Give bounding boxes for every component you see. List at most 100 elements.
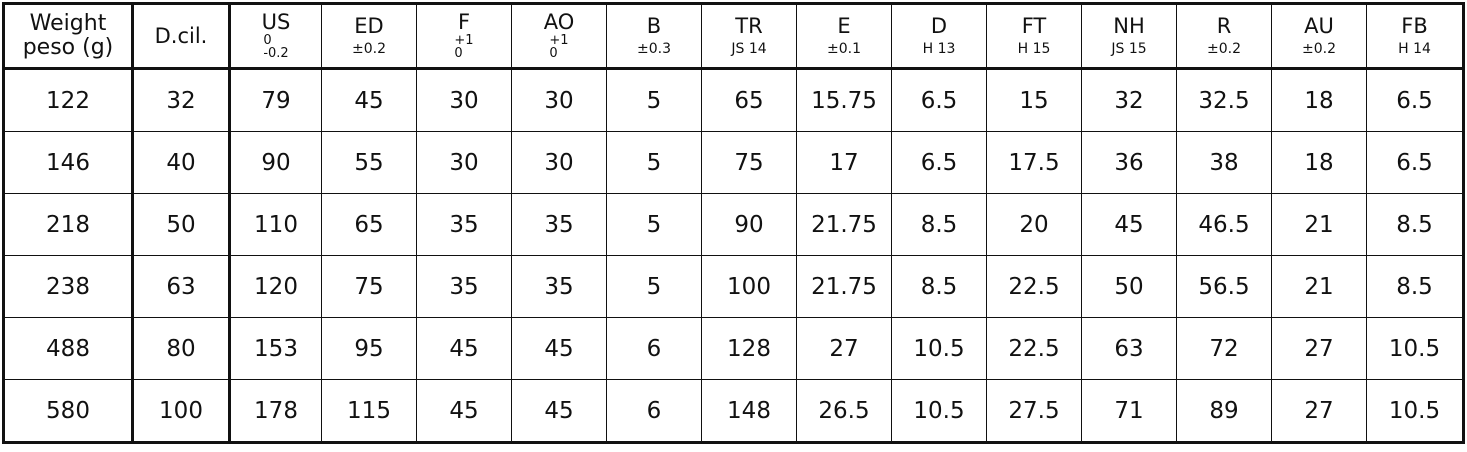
table-cell: 8.5 bbox=[1366, 255, 1464, 318]
tolerance-stack: 0 -0.2 bbox=[263, 34, 288, 60]
table-cell: 26.5 bbox=[796, 379, 892, 443]
table-cell: 50 bbox=[1081, 255, 1177, 318]
table-cell: 27 bbox=[1271, 317, 1367, 380]
table-cell: 120 bbox=[229, 255, 322, 318]
table-cell: 45 bbox=[416, 379, 512, 443]
column-name-sub: peso (g) bbox=[22, 35, 114, 60]
table-cell: 8.5 bbox=[891, 193, 987, 256]
table-cell: 20 bbox=[986, 193, 1082, 256]
table-cell: 45 bbox=[1081, 193, 1177, 256]
table-cell: 10.5 bbox=[1366, 379, 1464, 443]
table-cell: 35 bbox=[511, 193, 607, 256]
tolerance-upper: +1 bbox=[454, 33, 474, 48]
tolerance-lower: -0.2 bbox=[263, 46, 289, 61]
column-name: US bbox=[261, 10, 291, 34]
table-cell: 6.5 bbox=[1366, 68, 1464, 132]
table-row: 218 50 110 65 35 35 5 90 21.75 8.5 20 45 46.5 21 8.5 bbox=[3, 193, 1464, 256]
table-cell: 15 bbox=[986, 68, 1082, 132]
table-cell: 45 bbox=[511, 379, 607, 443]
table-cell: 40 bbox=[132, 131, 231, 194]
table-cell: 22.5 bbox=[986, 317, 1082, 380]
tolerance: H 14 bbox=[1398, 41, 1431, 57]
table-cell: 27 bbox=[1271, 379, 1367, 443]
table-cell: 89 bbox=[1176, 379, 1272, 443]
table-cell: 6.5 bbox=[891, 131, 987, 194]
tolerance: ±0.2 bbox=[1207, 41, 1241, 57]
column-name: R bbox=[1216, 14, 1232, 38]
table-cell: 35 bbox=[416, 193, 512, 256]
column-name: E bbox=[837, 14, 851, 38]
table-cell: 18 bbox=[1271, 68, 1367, 132]
tolerance: JS 14 bbox=[731, 41, 767, 57]
table-cell: 128 bbox=[701, 317, 797, 380]
tolerance: JS 15 bbox=[1111, 41, 1147, 57]
table-cell: 148 bbox=[701, 379, 797, 443]
column-name: AU bbox=[1304, 14, 1334, 38]
table-cell: 30 bbox=[416, 131, 512, 194]
tolerance: ±0.3 bbox=[637, 41, 671, 57]
table-row: 580 100 178 115 45 45 6 148 26.5 10.5 27.5 71 89 27 10… bbox=[3, 379, 1464, 443]
table-cell: 45 bbox=[416, 317, 512, 380]
tolerance-lower: 0 bbox=[549, 46, 558, 61]
table-cell: 122 bbox=[3, 68, 134, 132]
table-cell: 63 bbox=[132, 255, 231, 318]
table-cell: 27 bbox=[796, 317, 892, 380]
table-cell: 17 bbox=[796, 131, 892, 194]
tolerance: ±0.1 bbox=[827, 41, 861, 57]
table-cell: 153 bbox=[229, 317, 322, 380]
table-cell: 21 bbox=[1271, 193, 1367, 256]
table-cell: 6 bbox=[606, 317, 702, 380]
table-cell: 100 bbox=[701, 255, 797, 318]
table-cell: 90 bbox=[701, 193, 797, 256]
table-cell: 36 bbox=[1081, 131, 1177, 194]
table-cell: 17.5 bbox=[986, 131, 1082, 194]
column-header: AO +1 0 bbox=[511, 3, 607, 70]
tolerance: ±0.2 bbox=[352, 41, 386, 57]
table-cell: 71 bbox=[1081, 379, 1177, 443]
tolerance-stack: +1 0 bbox=[454, 34, 473, 60]
header-row: Weight peso (g) D.cil. US 0 -0.2 ED ±0.2 F +1 0 AO +… bbox=[3, 3, 1464, 70]
column-name: D.cil. bbox=[154, 23, 208, 48]
column-header: US 0 -0.2 bbox=[229, 3, 322, 70]
column-header: B ±0.3 bbox=[606, 3, 702, 70]
table-cell: 80 bbox=[132, 317, 231, 380]
column-header: FT H 15 bbox=[986, 3, 1082, 70]
table-cell: 238 bbox=[3, 255, 134, 318]
table-cell: 56.5 bbox=[1176, 255, 1272, 318]
table-cell: 95 bbox=[321, 317, 417, 380]
table-cell: 38 bbox=[1176, 131, 1272, 194]
table-cell: 21.75 bbox=[796, 193, 892, 256]
table-cell: 5 bbox=[606, 193, 702, 256]
table-row: 146 40 90 55 30 30 5 75 17 6.5 17.5 36 38 18 6.5 bbox=[3, 131, 1464, 194]
column-name: D bbox=[930, 14, 948, 38]
table-cell: 146 bbox=[3, 131, 134, 194]
tolerance-stack: +1 0 bbox=[549, 34, 568, 60]
table-cell: 8.5 bbox=[891, 255, 987, 318]
table-cell: 15.75 bbox=[796, 68, 892, 132]
column-name: ED bbox=[354, 14, 384, 38]
table-cell: 100 bbox=[132, 379, 231, 443]
table-cell: 46.5 bbox=[1176, 193, 1272, 256]
column-header: NH JS 15 bbox=[1081, 3, 1177, 70]
column-header: D H 13 bbox=[891, 3, 987, 70]
table-cell: 5 bbox=[606, 255, 702, 318]
table-cell: 32 bbox=[1081, 68, 1177, 132]
tolerance-upper: 0 bbox=[263, 33, 272, 48]
column-name: F bbox=[457, 10, 471, 34]
column-name: B bbox=[646, 14, 662, 38]
column-header: FB H 14 bbox=[1366, 3, 1464, 70]
table-row: 238 63 120 75 35 35 5 100 21.75 8.5 22.5 50 56.5 21 8.… bbox=[3, 255, 1464, 318]
column-header: AU ±0.2 bbox=[1271, 3, 1367, 70]
table-cell: 32.5 bbox=[1176, 68, 1272, 132]
column-name: FB bbox=[1401, 14, 1428, 38]
table-cell: 10.5 bbox=[891, 317, 987, 380]
table-cell: 5 bbox=[606, 68, 702, 132]
tolerance: ±0.2 bbox=[1302, 41, 1336, 57]
table-cell: 45 bbox=[321, 68, 417, 132]
table-cell: 35 bbox=[416, 255, 512, 318]
table-cell: 18 bbox=[1271, 131, 1367, 194]
column-header: Weight peso (g) bbox=[3, 3, 134, 70]
table-wrap: Weight peso (g) D.cil. US 0 -0.2 ED ±0.2 F +1 0 AO +… bbox=[2, 2, 1465, 444]
table-row: 122 32 79 45 30 30 5 65 15.75 6.5 15 32 32.5 18 6.5 bbox=[3, 68, 1464, 132]
table-cell: 65 bbox=[321, 193, 417, 256]
